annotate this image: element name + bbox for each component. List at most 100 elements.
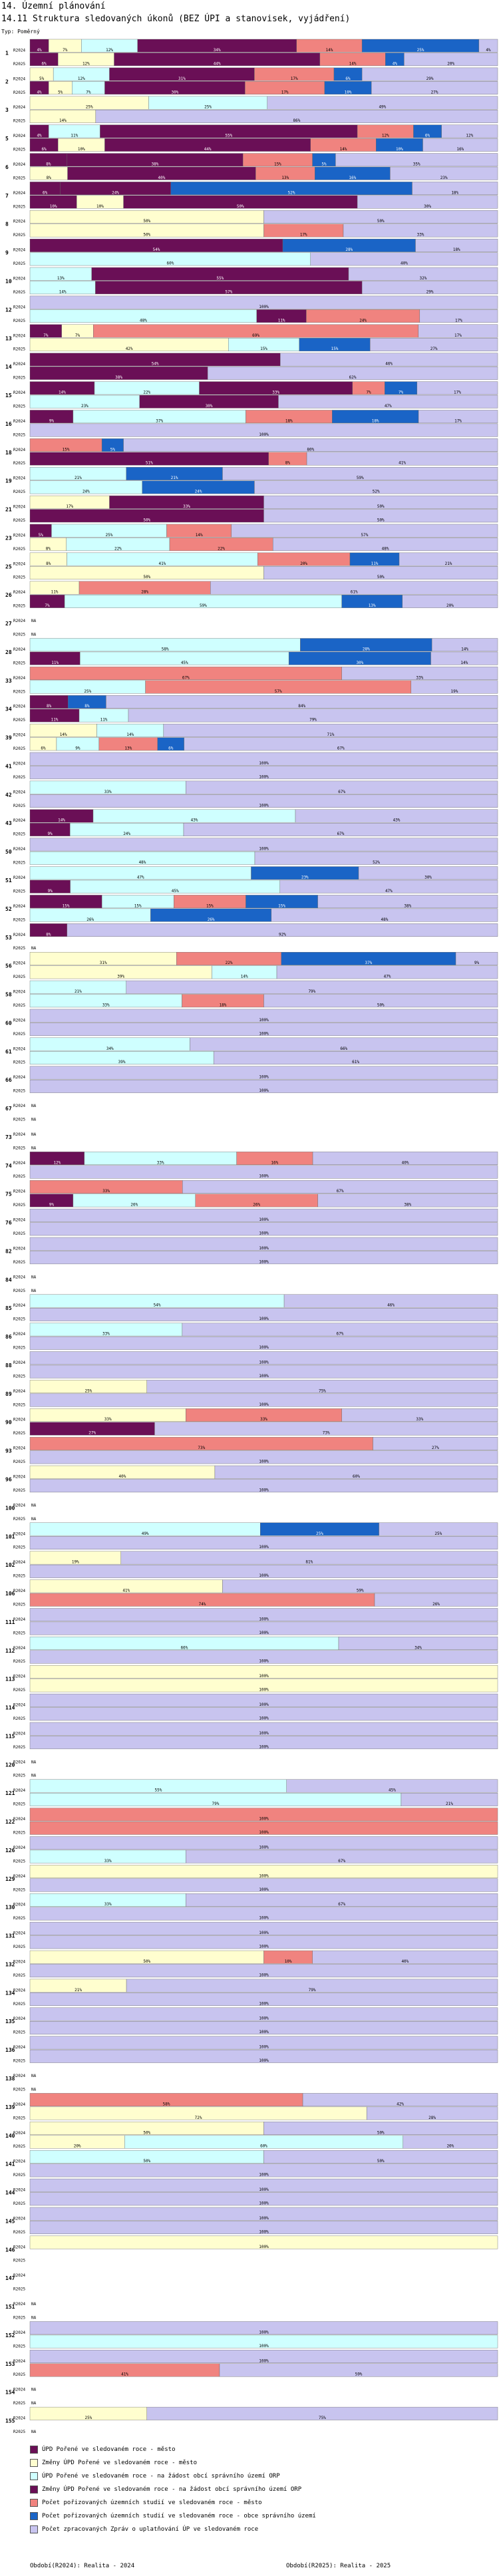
period-label: R2024 xyxy=(13,1646,25,1651)
period-label: R2024 xyxy=(13,1132,25,1137)
data-label: 8% xyxy=(285,461,291,466)
period-label: R2025 xyxy=(13,1174,25,1179)
data-label: 7% xyxy=(45,603,50,608)
data-label: 21% xyxy=(75,476,82,480)
data-label: 38% xyxy=(152,162,159,166)
data-label: 45% xyxy=(389,1788,396,1793)
data-label: 7% xyxy=(75,333,81,338)
row-label: 58 xyxy=(5,992,12,998)
row-label: 145 xyxy=(5,2218,15,2224)
bar-segment xyxy=(390,166,498,180)
data-label: 15% xyxy=(331,347,339,351)
na-label: NA xyxy=(31,619,37,623)
row-label: 90 xyxy=(5,1420,12,1426)
period-label: R2024 xyxy=(13,305,25,309)
data-label: 22% xyxy=(226,961,233,965)
data-label: 73% xyxy=(198,1446,205,1450)
period-label: R2024 xyxy=(13,1675,25,1679)
data-label: 32% xyxy=(420,276,427,281)
data-label: 11% xyxy=(278,318,285,323)
data-label: 10% xyxy=(345,90,352,94)
data-label: 75% xyxy=(319,2416,326,2420)
period-label: R2025 xyxy=(13,975,25,979)
na-label: NA xyxy=(31,1774,37,1778)
row-label: 100 xyxy=(5,1505,15,1511)
row-label: 15 xyxy=(5,393,12,399)
data-label: 30% xyxy=(172,90,179,94)
data-label: 100% xyxy=(259,1545,269,1549)
bar-segment xyxy=(222,1579,498,1593)
data-label: 5% xyxy=(39,77,45,81)
legend-label: ÚPD Pořené ve sledovaném roce - na žádos… xyxy=(42,2473,280,2480)
bar-segment xyxy=(366,2106,498,2120)
row-label: 75 xyxy=(5,1192,12,1198)
period-label: R2024 xyxy=(13,2102,25,2107)
data-label: 86% xyxy=(293,118,301,123)
data-label: 37% xyxy=(365,961,372,965)
row-label: 131 xyxy=(5,1933,15,1939)
row-label: 111 xyxy=(5,1619,15,1625)
bar-segment xyxy=(29,1736,498,1750)
data-label: 100% xyxy=(259,2330,269,2334)
data-label: 7% xyxy=(399,391,404,395)
period-label: R2024 xyxy=(13,2331,25,2335)
row-label: 66 xyxy=(5,1077,12,1083)
data-label: 11% xyxy=(51,718,59,723)
period-label: R2024 xyxy=(13,1075,25,1080)
data-label: 100% xyxy=(259,1659,269,1664)
data-label: 33% xyxy=(104,1902,112,1907)
data-label: 100% xyxy=(259,1460,269,1464)
data-label: 60% xyxy=(353,1474,360,1479)
data-label: 100% xyxy=(259,432,269,437)
period-label: R2025 xyxy=(13,2173,25,2177)
data-label: 100% xyxy=(259,1345,269,1350)
data-label: 15% xyxy=(260,347,267,351)
data-label: 39% xyxy=(118,1060,126,1064)
legend-item: Změny ÚPD Pořené ve sledovaném roce - mě… xyxy=(30,2459,197,2468)
bar-segment xyxy=(67,923,498,937)
data-label: 11% xyxy=(51,661,59,665)
na-label: NA xyxy=(31,1132,37,1137)
data-label: 33% xyxy=(157,1160,164,1165)
data-label: 100% xyxy=(259,2358,269,2363)
period-label: R2025 xyxy=(13,2030,25,2035)
period-label: R2025 xyxy=(13,1831,25,1836)
period-label: R2025 xyxy=(13,461,25,466)
period-label: R2024 xyxy=(13,2131,25,2136)
bar-segment xyxy=(29,1222,498,1236)
period-label: R2025 xyxy=(13,633,25,637)
na-label: NA xyxy=(31,1503,37,1508)
bar-segment xyxy=(29,2350,498,2363)
data-label: 24% xyxy=(112,190,119,195)
period-label: R2025 xyxy=(13,1745,25,1750)
data-label: 5% xyxy=(321,162,327,166)
bar-segment xyxy=(419,309,498,323)
period-label: R2025 xyxy=(13,1231,25,1236)
period-label: R2024 xyxy=(13,1046,25,1051)
data-label: 25% xyxy=(84,689,91,694)
period-label: R2025 xyxy=(13,1602,25,1607)
bar-segment xyxy=(283,1294,498,1308)
data-label: 13% xyxy=(124,746,132,751)
data-label: 21% xyxy=(445,562,452,566)
data-label: 100% xyxy=(259,2187,269,2192)
data-label: 42% xyxy=(126,347,133,351)
data-label: 100% xyxy=(259,2058,269,2063)
data-label: 67% xyxy=(337,1332,344,1337)
period-label: R2025 xyxy=(13,775,25,780)
data-label: 25% xyxy=(316,1531,323,1536)
data-label: 11% xyxy=(51,590,59,595)
data-label: 27% xyxy=(88,1431,96,1436)
bar-segment xyxy=(29,1079,498,1093)
bar-segment xyxy=(154,1422,498,1436)
row-label: 10 xyxy=(5,278,12,284)
bar-segment xyxy=(276,965,498,979)
bar-segment xyxy=(29,1479,498,1493)
bar-segment xyxy=(295,809,498,823)
bar-segment xyxy=(29,1693,498,1707)
data-label: 22% xyxy=(218,546,225,551)
data-label: 11% xyxy=(100,718,108,723)
data-label: 48% xyxy=(140,318,147,323)
data-label: 67% xyxy=(338,1859,345,1863)
data-label: 9% xyxy=(48,889,53,893)
